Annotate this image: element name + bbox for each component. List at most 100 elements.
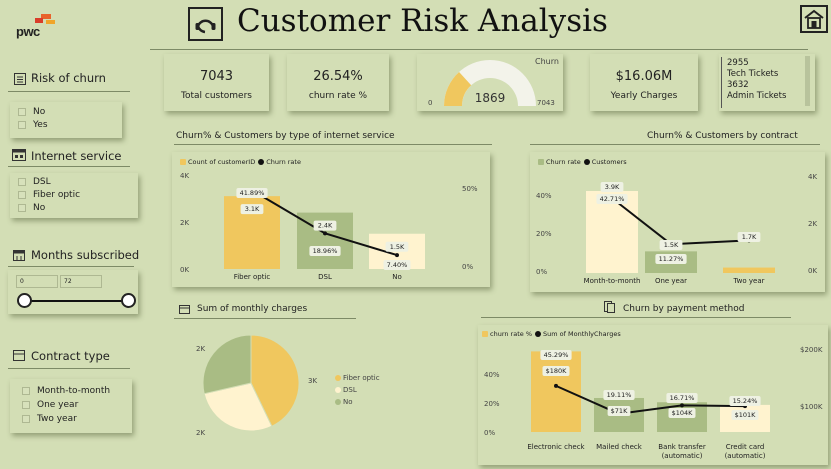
contract-option-two-year[interactable]: Two year [22, 412, 120, 426]
risk-option-yes[interactable]: Yes [18, 118, 114, 131]
internet-option-no[interactable]: No [18, 201, 130, 214]
y-tick: 0% [536, 268, 547, 276]
contract-option-month[interactable]: Month-to-month [22, 384, 120, 398]
internet-option-dsl[interactable]: DSL [18, 175, 130, 188]
kpi-label: Total customers [181, 91, 252, 101]
pie-slice [202, 334, 252, 395]
bar-label-bg [385, 241, 409, 252]
checkbox[interactable] [18, 177, 26, 186]
internet-slicer: DSL Fiber optic No [10, 173, 138, 218]
rate-label: 19.11% [607, 391, 632, 399]
contract-icon [13, 350, 25, 361]
slice-label: 3K [308, 377, 317, 385]
page-title: Customer Risk Analysis [237, 3, 608, 39]
tickets-list: 2955 Tech Tickets 3632 Admin Tickets [727, 58, 786, 102]
legend-swatch-black [583, 159, 590, 165]
y2-tick: 0K [808, 267, 817, 275]
rate-label: 18.96% [313, 247, 338, 255]
pwc-logo: pwc [16, 12, 56, 40]
pie-chart-underline [174, 318, 356, 319]
y-tick: 0K [180, 266, 189, 274]
risk-option-label: Yes [33, 119, 48, 130]
months-min-value: 0 [20, 278, 24, 285]
contract-option-one-year[interactable]: One year [22, 398, 120, 412]
gauge-min: 0 [428, 99, 433, 107]
pie-slice [250, 334, 300, 427]
x-tick: No [392, 273, 402, 281]
checkbox[interactable] [22, 415, 30, 423]
x-tick: Mailed check [596, 443, 643, 451]
charges-label: $104K [672, 409, 694, 417]
months-min-input[interactable]: 0 [16, 275, 58, 288]
y-tick: 20% [536, 230, 552, 238]
payment-doc-icon [603, 301, 615, 313]
tickets-scrollbar[interactable] [805, 56, 810, 106]
customers-label: 1.7K [742, 233, 757, 241]
contract-option-label: Two year [37, 414, 77, 424]
legend-label: No [343, 398, 353, 406]
charges-label: $101K [735, 411, 757, 419]
gauge-value: 1869 [474, 91, 506, 105]
internet-chart: Count of customerID Churn rate 4K 2K 0K 50%… [172, 152, 490, 287]
kpi-label: Yearly Charges [610, 91, 678, 101]
kpi-value: 26.54% [313, 69, 363, 84]
internet-slicer-title: Internet service [31, 149, 122, 163]
checkbox[interactable] [18, 190, 26, 199]
contract-option-label: One year [37, 400, 79, 410]
y-tick: 2K [180, 219, 189, 227]
checkbox[interactable] [22, 387, 30, 395]
months-slider-max-handle[interactable] [121, 293, 136, 308]
rate-label-bg [596, 194, 628, 204]
rate-label-bg [729, 396, 761, 406]
checkbox[interactable] [18, 107, 26, 116]
months-slicer-title: Months subscribed [31, 248, 140, 262]
months-slicer-underline [8, 266, 134, 267]
y-tick: 4K [180, 172, 189, 180]
slice-label: 2K [196, 345, 205, 353]
risk-slicer-underline [8, 91, 130, 92]
contract-chart-legend: Churn rate Customers [538, 158, 627, 166]
rate-label: 11.27% [659, 255, 684, 263]
legend-swatch-yellow [180, 159, 186, 165]
rate-label: 45.29% [544, 351, 569, 359]
payment-chart-legend: churn rate % Sum of MonthlyCharges [482, 330, 621, 338]
rate-label-bg [603, 390, 635, 400]
kpi-yearly-charges: $16.06M Yearly Charges [590, 54, 698, 111]
rate-label-bg [383, 260, 411, 270]
months-max-input[interactable]: 72 [60, 275, 102, 288]
checkbox[interactable] [18, 120, 26, 129]
contract-slicer-title: Contract type [31, 349, 110, 363]
customers-label-bg [737, 232, 761, 242]
months-slider-min-handle[interactable] [17, 293, 32, 308]
line-point [395, 253, 399, 258]
list-icon [14, 73, 26, 85]
internet-option-label: Fiber optic [33, 189, 81, 200]
kpi-total-customers: 7043 Total customers [164, 54, 269, 111]
tickets-left-rule [721, 57, 722, 108]
checkbox[interactable] [18, 203, 26, 212]
home-icon[interactable] [800, 5, 828, 33]
risk-option-no[interactable]: No [18, 105, 114, 118]
pie-chart-title: Sum of monthly charges [197, 304, 308, 314]
charges-label-bg [607, 406, 631, 416]
gauge-max: 7043 [537, 99, 555, 107]
checkbox[interactable] [22, 401, 30, 409]
kpi-churn-rate: 26.54% churn rate % [287, 54, 389, 111]
internet-slicer-underline [8, 166, 130, 167]
y2-tick: 2K [808, 220, 817, 228]
tech-tickets-label: Tech Tickets [727, 69, 779, 79]
x-tick: Two year [733, 277, 765, 285]
y2-tick: 0% [462, 263, 473, 271]
charges-label-bg [542, 366, 570, 376]
x-tick: (automatic) [662, 452, 703, 460]
y2-tick: $200K [800, 346, 823, 354]
legend-label: Fiber optic [343, 374, 380, 382]
x-tick: Fiber optic [234, 273, 271, 281]
bar-label: 2.4K [318, 222, 333, 230]
legend-swatch-black [258, 159, 265, 165]
slice-label: 2K [196, 429, 205, 437]
internet-option-fiber[interactable]: Fiber optic [18, 188, 130, 201]
wallet-icon [179, 304, 190, 314]
bar-label-bg [313, 220, 337, 231]
months-slider-track[interactable] [24, 300, 128, 302]
